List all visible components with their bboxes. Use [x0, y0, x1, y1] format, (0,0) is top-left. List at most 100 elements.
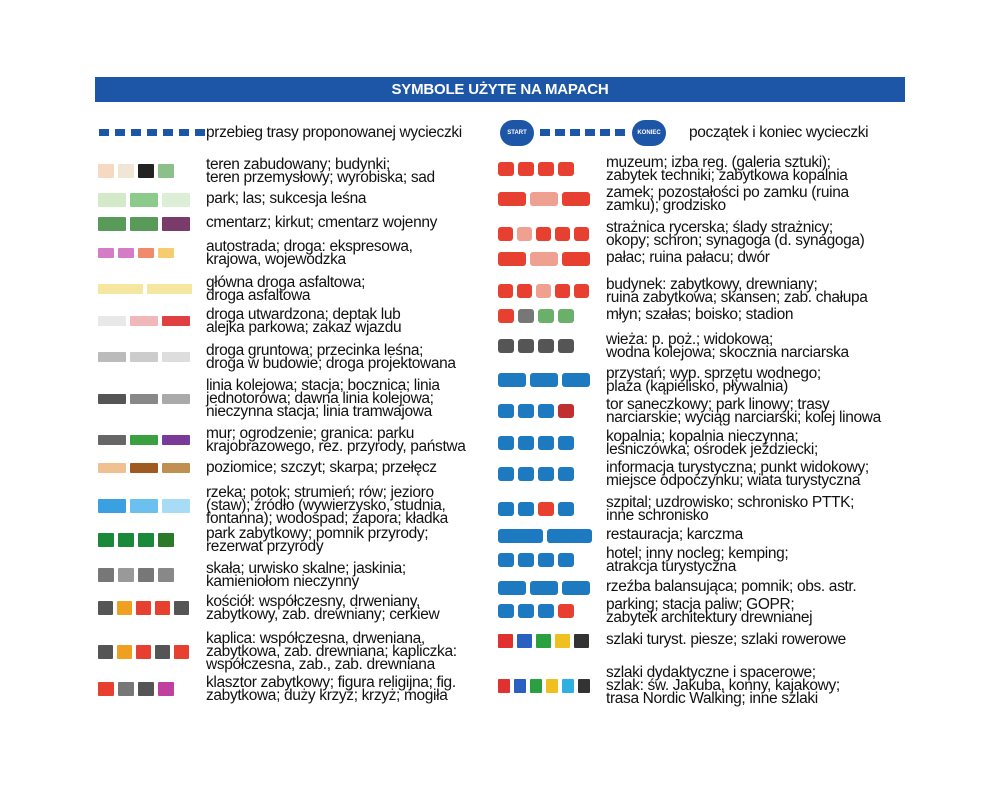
symbol-swatch: [155, 644, 170, 659]
legend-symbol-icon: [498, 369, 596, 391]
symbol-swatch: [538, 553, 554, 567]
symbol-swatch: [130, 193, 158, 207]
legend-item-label: kopalnia; kopalnia nieczynna; leśniczówk…: [606, 428, 818, 458]
legend-item: klasztor zabytkowy; figura religijna; fi…: [98, 675, 456, 703]
symbol-swatch: [518, 436, 534, 450]
symbol-swatch: [98, 316, 126, 326]
legend-item-label: droga utwardzona; deptak lub alejka park…: [206, 306, 402, 336]
legend-item-label: wieża: p. poż.; widokowa; wodna kolejowa…: [606, 331, 849, 361]
symbol-swatch: [98, 462, 126, 473]
symbol-swatch: [174, 644, 189, 659]
symbol-swatch: [536, 227, 551, 241]
legend-symbol-icon: [98, 242, 196, 264]
symbol-swatch: [498, 436, 514, 450]
symbol-swatch: [136, 644, 151, 659]
legend-item-label: młyn; szałas; boisko; stadion: [606, 306, 794, 323]
legend-item-label: linia kolejowa; stacja; bocznica; linia …: [206, 377, 440, 420]
symbol-swatch: [498, 373, 526, 387]
symbol-swatch: [174, 601, 189, 615]
symbol-swatch: [574, 634, 589, 648]
symbol-swatch: [98, 284, 143, 294]
symbol-swatch: [546, 678, 558, 693]
symbol-swatch: [536, 634, 551, 648]
symbol-swatch: [530, 192, 558, 206]
symbol-swatch: [538, 339, 554, 353]
symbol-swatch: [130, 352, 158, 362]
legend-title: SYMBOLE UŻYTE NA MAPACH: [95, 77, 905, 102]
symbol-swatch: [130, 393, 158, 404]
symbol-swatch: [562, 192, 590, 206]
legend-symbol-icon: [498, 600, 596, 622]
route-line-icon: [540, 129, 625, 136]
symbol-swatch: [558, 604, 574, 618]
legend-item: młyn; szałas; boisko; stadion: [498, 306, 794, 323]
symbol-swatch: [518, 309, 534, 323]
legend-item: autostrada; droga: ekspresowa, krajowa, …: [98, 238, 413, 268]
legend-item: przystań; wyp. sprzętu wodnego; plaża (k…: [498, 366, 821, 394]
legend-symbol-icon: [498, 498, 596, 520]
legend-item: informacja turystyczna; punkt widokowy; …: [498, 460, 869, 488]
legend-item-label: cmentarz; kirkut; cmentarz wojenny: [206, 214, 438, 231]
symbol-swatch: [574, 227, 589, 241]
legend-item-label: poziomice; szczyt; skarpa; przełęcz: [206, 459, 437, 476]
legend-symbol-icon: [98, 462, 196, 473]
legend-item-label: skała; urwisko skalne; jaskinia; kamieni…: [206, 560, 406, 590]
symbol-swatch: [162, 193, 190, 207]
legend-symbol-icon: [98, 489, 196, 522]
symbol-swatch: [518, 404, 534, 418]
legend-symbol-icon: [98, 310, 196, 332]
symbol-swatch: [498, 339, 514, 353]
symbol-swatch: [98, 435, 126, 445]
start-end-label: początek i koniec wycieczki: [689, 124, 869, 141]
symbol-swatch: [98, 248, 114, 258]
symbol-swatch: [547, 529, 592, 543]
legend-item: restauracja; karczma: [498, 527, 743, 543]
legend-symbol-icon: [98, 429, 196, 451]
symbol-swatch: [98, 682, 114, 696]
legend-symbol-icon: [98, 217, 196, 231]
symbol-swatch: [162, 316, 190, 326]
legend-symbol-icon: [498, 280, 596, 302]
symbol-swatch: [518, 604, 534, 618]
legend-item-label: parking; stacja paliw; GOPR; zabytek arc…: [606, 596, 813, 626]
symbol-swatch: [138, 164, 154, 178]
symbol-swatch: [558, 553, 574, 567]
symbol-swatch: [517, 634, 532, 648]
legend-item: szlaki turyst. piesze; szlaki rowerowe: [498, 632, 846, 648]
symbol-swatch: [498, 309, 514, 323]
legend-item: pałac; ruina pałacu; dwór: [498, 249, 770, 266]
legend-item: skała; urwisko skalne; jaskinia; kamieni…: [98, 560, 406, 590]
symbol-swatch: [498, 678, 510, 693]
symbol-swatch: [98, 568, 114, 582]
legend-item: linia kolejowa; stacja; bocznica; linia …: [98, 377, 440, 420]
symbol-swatch: [158, 533, 174, 547]
legend-item: kaplica: współczesna, drweniana, zabytko…: [98, 631, 457, 672]
symbol-swatch: [118, 248, 134, 258]
route-label: przebieg trasy proponowanej wycieczki: [206, 124, 462, 141]
symbol-swatch: [118, 533, 134, 547]
symbol-swatch: [498, 634, 513, 648]
symbol-swatch: [518, 467, 534, 481]
symbol-swatch: [162, 352, 190, 362]
legend-item-label: pałac; ruina pałacu; dwór: [606, 249, 770, 266]
symbol-swatch: [498, 162, 514, 176]
symbol-swatch: [562, 252, 590, 266]
legend-item: muzeum; izba reg. (galeria sztuki); zaby…: [498, 155, 848, 183]
symbol-swatch: [98, 601, 113, 615]
legend-item-label: autostrada; droga: ekspresowa, krajowa, …: [206, 238, 413, 268]
symbol-swatch: [118, 568, 134, 582]
legend-symbol-icon: [498, 432, 596, 454]
symbol-swatch: [562, 678, 574, 693]
legend-item: szlaki dydaktyczne i spacerowe; szlak: ś…: [498, 665, 840, 706]
legend-item-label: strażnica rycerska; ślady strażnicy; oko…: [606, 219, 865, 249]
symbol-swatch: [162, 217, 190, 231]
symbol-swatch: [147, 284, 192, 294]
legend-symbol-icon: [498, 223, 596, 245]
symbol-swatch: [162, 462, 190, 473]
symbol-swatch: [558, 162, 574, 176]
symbol-swatch: [530, 581, 558, 595]
symbol-swatch: [130, 316, 158, 326]
legend-symbol-icon: [98, 529, 196, 551]
symbol-swatch: [498, 227, 513, 241]
legend-symbol-icon: [98, 564, 196, 586]
